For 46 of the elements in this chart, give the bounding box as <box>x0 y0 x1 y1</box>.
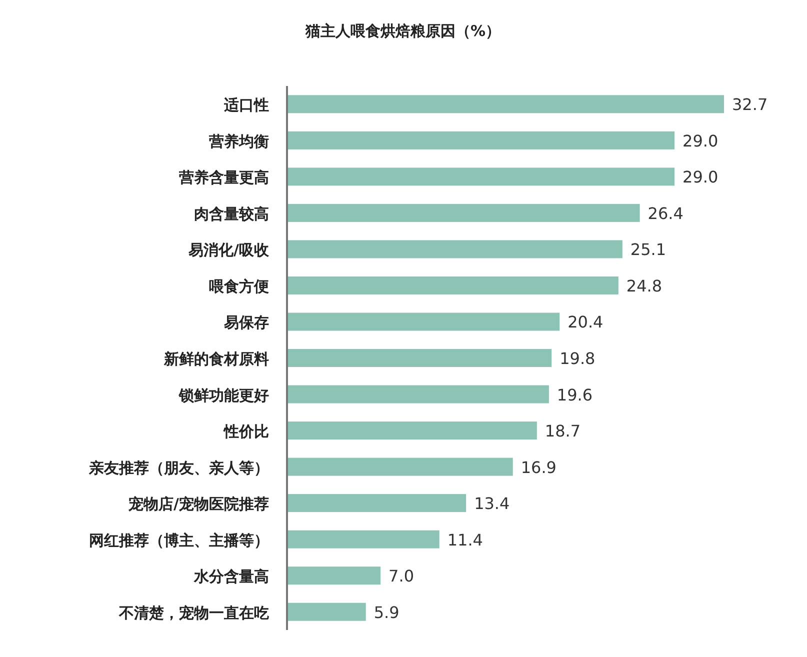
bar <box>287 530 440 548</box>
y-tick-label: 不清楚，宠物一直在吃 <box>118 604 269 622</box>
data-label: 5.9 <box>374 602 400 622</box>
data-label: 7.0 <box>388 566 414 586</box>
y-tick-label: 适口性 <box>223 96 269 114</box>
bar <box>287 312 560 331</box>
data-label: 18.7 <box>544 422 581 441</box>
y-tick-label: 营养含量更高 <box>178 168 269 187</box>
data-label: 29.0 <box>682 131 718 150</box>
data-label: 11.4 <box>447 530 483 550</box>
data-label: 24.8 <box>626 276 662 296</box>
bar <box>287 385 549 404</box>
bar <box>287 566 381 585</box>
bar <box>287 349 552 367</box>
y-tick-label: 性价比 <box>223 422 269 441</box>
y-tick-label: 网红推荐（博主、主播等） <box>89 531 269 550</box>
y-tick-label: 易保存 <box>223 314 269 332</box>
y-tick-label: 锁鲜功能更好 <box>178 386 269 404</box>
bar <box>287 422 537 440</box>
data-label: 26.4 <box>648 204 684 223</box>
data-label: 16.9 <box>520 458 556 477</box>
data-label: 20.4 <box>568 312 604 332</box>
y-tick-label: 亲友推荐（朋友、亲人等） <box>88 458 269 477</box>
data-label: 32.7 <box>732 95 768 114</box>
y-tick-label: 易消化/吸收 <box>188 241 270 260</box>
y-tick-label: 喂食方便 <box>209 277 269 296</box>
bar <box>287 602 366 621</box>
bar <box>287 95 724 114</box>
bar <box>287 131 675 150</box>
data-label: 25.1 <box>630 240 666 260</box>
data-label: 13.4 <box>474 494 510 514</box>
chart-title: 猫主人喂食烘焙粮原因（%） <box>304 22 501 40</box>
y-tick-label: 营养均衡 <box>208 132 269 150</box>
data-label: 29.0 <box>682 168 718 187</box>
data-label: 19.6 <box>556 385 593 404</box>
y-tick-label: 宠物店/宠物医院推荐 <box>128 495 269 514</box>
bar <box>287 494 466 512</box>
y-tick-label: 新鲜的食材原料 <box>163 350 269 368</box>
y-tick-label: 肉含量较高 <box>194 204 269 223</box>
bar <box>287 168 675 186</box>
data-label: 19.8 <box>560 349 596 368</box>
y-tick-label: 水分含量高 <box>193 568 269 586</box>
bar <box>287 276 618 294</box>
bar <box>287 240 622 258</box>
bar <box>287 458 513 476</box>
bar <box>287 204 640 222</box>
